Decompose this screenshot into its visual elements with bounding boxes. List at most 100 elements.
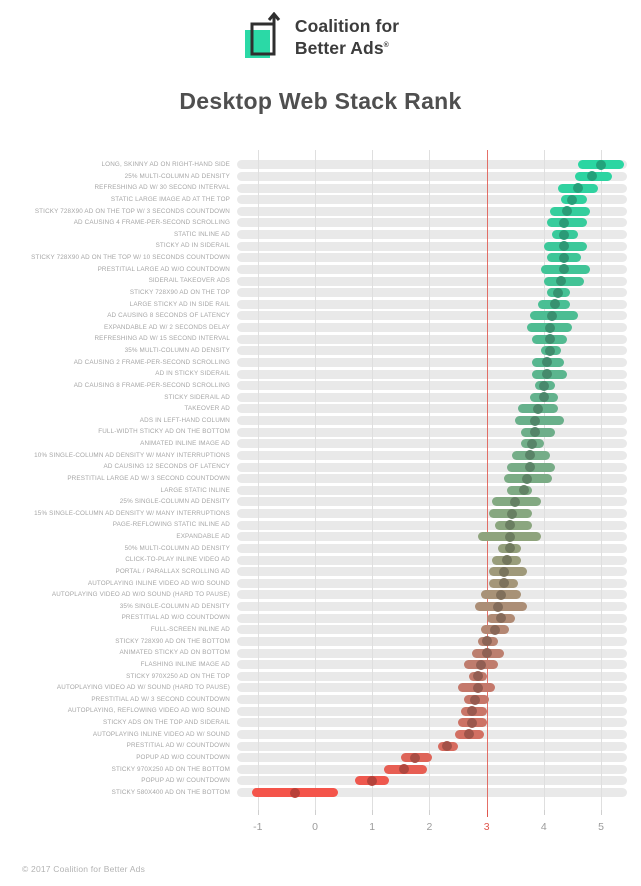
row-track: [237, 729, 627, 739]
row-track-area: [237, 252, 641, 264]
row-label: PAGE-REFLOWING STATIC INLINE AD: [112, 521, 230, 529]
row-track: [237, 532, 627, 542]
row-median-dot: [530, 427, 541, 438]
row-label: 15% SINGLE-COLUMN AD DENSITY W/ MANY INT…: [34, 509, 230, 517]
row-track: [237, 206, 627, 216]
row-track: [237, 671, 627, 681]
chart-row: PRESTITIAL LARGE AD W/ 3 SECOND COUNTDOW…: [0, 473, 641, 485]
row-label: LARGE STATIC INLINE: [160, 486, 230, 494]
row-track: [237, 718, 627, 728]
chart-row: 25% MULTI-COLUMN AD DENSITY: [0, 171, 641, 183]
row-label: STATIC INLINE AD: [173, 230, 230, 238]
row-track: [237, 171, 627, 181]
row-label: TAKEOVER AD: [184, 405, 230, 413]
chart-row: AD CAUSING 12 SECONDS OF LATENCY: [0, 461, 641, 473]
row-median-dot: [558, 241, 569, 252]
logo-line1: Coalition for: [294, 16, 400, 37]
chart-row: AUTOPLAYING INLINE VIDEO AD W/ SOUND: [0, 729, 641, 741]
row-median-dot: [473, 671, 484, 682]
row-label: AD CAUSING 8 SECONDS OF LATENCY: [107, 312, 230, 320]
row-label: 10% SINGLE-COLUMN AD DENSITY W/ MANY INT…: [34, 451, 230, 459]
row-median-dot: [541, 369, 552, 380]
row-median-dot: [504, 520, 515, 531]
row-track: [237, 636, 627, 646]
row-track-area: [237, 508, 641, 520]
row-track-area: [237, 415, 641, 427]
row-track-area: [237, 612, 641, 624]
row-label: STICKY 728X90 AD ON THE TOP W/ 10 SECOND…: [31, 254, 230, 261]
row-label: SIDERAIL TAKEOVER ADS: [148, 277, 230, 285]
row-median-dot: [473, 682, 484, 693]
row-track-area: [237, 438, 641, 450]
row-median-dot: [553, 287, 564, 298]
row-label: STICKY SIDERAIL AD: [164, 393, 230, 401]
axis-tick: [601, 810, 603, 815]
row-track: [237, 683, 627, 693]
chart-row: FLASHING INLINE IMAGE AD: [0, 659, 641, 671]
row-track-area: [237, 426, 641, 438]
logo-frame: [250, 22, 276, 56]
logo-mark: [244, 12, 280, 58]
row-median-dot: [464, 729, 475, 740]
row-track-area: [237, 775, 641, 787]
row-track: [237, 602, 627, 612]
logo: Coalition for Better Ads®: [0, 12, 641, 62]
chart-row: PRESTITIAL AD W/ 3 SECOND COUNTDOWN: [0, 694, 641, 706]
row-track-area: [237, 589, 641, 601]
axis-tick: [486, 810, 488, 817]
row-track: [237, 567, 627, 577]
row-track-area: [237, 752, 641, 764]
row-median-dot: [530, 415, 541, 426]
row-track: [237, 427, 627, 437]
row-track-area: [237, 206, 641, 218]
row-label: AUTOPLAYING VIDEO AD W/O SOUND (HARD TO …: [51, 591, 230, 599]
row-track-area: [237, 345, 641, 357]
row-track-area: [237, 519, 641, 531]
row-label: ADS IN LEFT-HAND COLUMN: [139, 416, 230, 424]
row-label: 50% MULTI-COLUMN AD DENSITY: [124, 544, 230, 552]
logo-text: Coalition for Better Ads®: [295, 16, 399, 58]
row-track-area: [237, 636, 641, 648]
row-track: [237, 276, 627, 286]
axis-tick-label: 5: [598, 821, 604, 833]
row-median-dot: [510, 496, 521, 507]
row-label: POPUP AD W/ COUNTDOWN: [141, 777, 230, 785]
row-track-area: [237, 194, 641, 206]
row-label: STICKY 970X250 AD ON THE TOP: [126, 672, 230, 680]
chart-row: AUTOPLAYING INLINE VIDEO AD W/O SOUND: [0, 578, 641, 590]
row-median-dot: [467, 717, 478, 728]
row-median-dot: [504, 531, 515, 542]
row-track: [237, 160, 627, 170]
row-median-dot: [498, 578, 509, 589]
row-track-area: [237, 740, 641, 752]
row-track: [237, 264, 627, 274]
row-track-area: [237, 380, 641, 392]
row-median-dot: [495, 589, 506, 600]
chart-row: POPUP AD W/O COUNTDOWN: [0, 752, 641, 764]
row-median-dot: [490, 624, 501, 635]
row-label: AUTOPLAYING, REFLOWING VIDEO AD W/O SOUN…: [67, 707, 230, 715]
row-track: [237, 753, 627, 763]
row-track: [237, 357, 627, 367]
row-label: PORTAL / PARALLAX SCROLLING AD: [115, 567, 230, 575]
row-track-area: [237, 554, 641, 566]
chart-row: PRESTITIAL LARGE AD W/O COUNTDOWN: [0, 264, 641, 276]
row-label: REFRESHING AD W/ 30 SECOND INTERVAL: [94, 184, 230, 192]
axis-tick-label: 0: [312, 821, 318, 833]
row-track-area: [237, 787, 641, 799]
row-track-area: [237, 368, 641, 380]
row-track: [237, 230, 627, 240]
row-track: [237, 695, 627, 705]
row-label: EXPANDABLE AD W/ 2 SECONDS DELAY: [104, 323, 230, 331]
chart-row: CLICK-TO-PLAY INLINE VIDEO AD: [0, 554, 641, 566]
chart-row: ADS IN LEFT-HAND COLUMN: [0, 415, 641, 427]
row-median-dot: [410, 752, 421, 763]
chart-row: AUTOPLAYING, REFLOWING VIDEO AD W/O SOUN…: [0, 705, 641, 717]
chart-row: EXPANDABLE AD W/ 2 SECONDS DELAY: [0, 322, 641, 334]
chart-row: AD CAUSING 4 FRAME-PER-SECOND SCROLLING: [0, 217, 641, 229]
row-track-area: [237, 229, 641, 241]
row-median-dot: [550, 299, 561, 310]
row-median-dot: [493, 601, 504, 612]
row-track: [237, 660, 627, 670]
row-label: AD IN STICKY SIDERAIL: [155, 370, 230, 378]
